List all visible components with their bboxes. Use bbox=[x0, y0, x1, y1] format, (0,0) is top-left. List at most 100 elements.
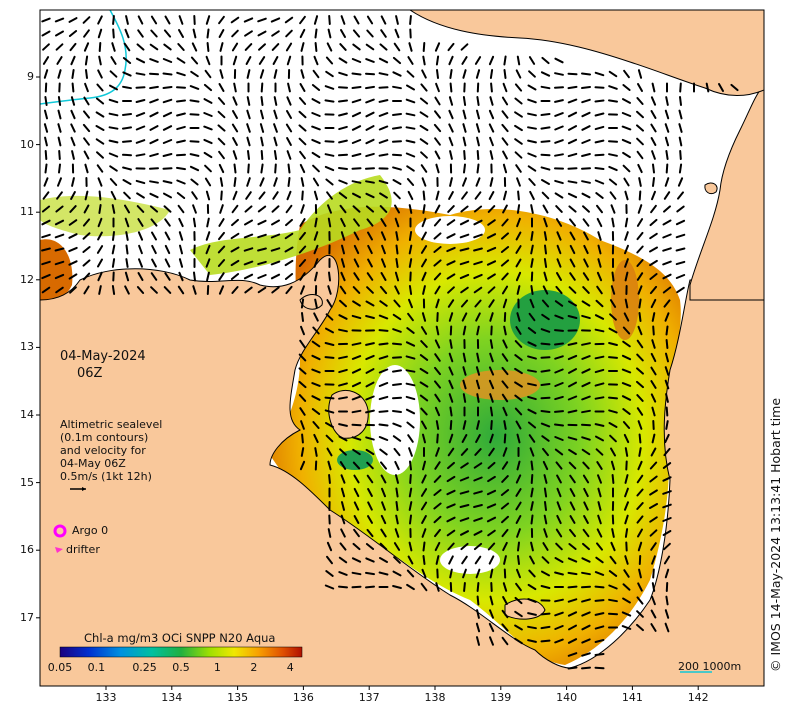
velocity-vector bbox=[554, 557, 564, 563]
velocity-vector bbox=[407, 190, 414, 201]
velocity-vector bbox=[489, 406, 494, 417]
velocity-vector bbox=[530, 541, 534, 552]
velocity-vector bbox=[70, 55, 76, 66]
velocity-vector bbox=[177, 204, 185, 214]
velocity-vector bbox=[649, 461, 658, 470]
velocity-vector bbox=[82, 259, 91, 267]
velocity-vector bbox=[459, 260, 470, 266]
velocity-vector bbox=[284, 16, 294, 24]
velocity-vector bbox=[462, 420, 467, 430]
velocity-vector bbox=[636, 110, 644, 119]
velocity-vector bbox=[637, 69, 643, 79]
velocity-vector bbox=[285, 123, 293, 133]
velocity-vector bbox=[486, 233, 497, 239]
velocity-vector bbox=[136, 286, 145, 294]
velocity-vector bbox=[338, 585, 348, 589]
velocity-vector bbox=[57, 109, 62, 120]
velocity-vector bbox=[287, 177, 291, 187]
velocity-vector bbox=[54, 17, 65, 23]
velocity-vector bbox=[527, 112, 537, 117]
velocity-vector bbox=[422, 42, 426, 52]
velocity-vector bbox=[230, 232, 240, 240]
velocity-vector bbox=[624, 447, 629, 457]
velocity-vector bbox=[378, 342, 389, 346]
velocity-vector bbox=[676, 205, 685, 213]
velocity-vector bbox=[502, 582, 508, 592]
velocity-vector bbox=[581, 300, 591, 307]
velocity-vector bbox=[41, 219, 51, 226]
velocity-vector bbox=[542, 542, 549, 551]
velocity-vector bbox=[122, 126, 132, 130]
velocity-vector bbox=[527, 327, 537, 334]
velocity-vector bbox=[420, 407, 428, 416]
velocity-vector bbox=[595, 448, 604, 456]
velocity-vector bbox=[138, 258, 143, 268]
velocity-vector bbox=[446, 489, 456, 496]
velocity-vector bbox=[514, 367, 523, 375]
velocity-vector bbox=[378, 329, 389, 332]
velocity-vector bbox=[327, 28, 332, 39]
velocity-vector bbox=[122, 85, 132, 90]
velocity-vector bbox=[338, 382, 348, 387]
velocity-vector bbox=[527, 355, 537, 360]
velocity-vector bbox=[528, 569, 536, 578]
velocity-vector bbox=[433, 259, 442, 267]
velocity-vector bbox=[135, 125, 146, 131]
velocity-vector bbox=[540, 71, 551, 77]
velocity-vector bbox=[338, 153, 348, 157]
velocity-vector bbox=[448, 123, 454, 133]
velocity-vector bbox=[378, 57, 389, 64]
velocity-vector bbox=[232, 150, 238, 160]
velocity-vector bbox=[460, 205, 469, 213]
velocity-vector bbox=[436, 69, 439, 79]
velocity-vector bbox=[503, 420, 507, 430]
velocity-vector bbox=[406, 327, 415, 334]
velocity-vector bbox=[340, 15, 346, 25]
velocity-vector bbox=[367, 488, 373, 497]
velocity-vector bbox=[300, 285, 305, 295]
velocity-vector bbox=[338, 435, 348, 442]
velocity-vector bbox=[638, 433, 642, 444]
velocity-vector bbox=[638, 447, 642, 457]
velocity-vector bbox=[218, 231, 225, 241]
velocity-vector bbox=[664, 366, 670, 376]
velocity-vector bbox=[284, 259, 294, 267]
velocity-vector bbox=[286, 190, 292, 201]
velocity-vector bbox=[463, 150, 466, 160]
velocity-vector bbox=[96, 245, 104, 254]
velocity-vector bbox=[515, 271, 522, 282]
velocity-vector bbox=[408, 298, 413, 309]
velocity-vector bbox=[637, 285, 643, 295]
velocity-vector bbox=[609, 434, 617, 443]
velocity-vector bbox=[594, 368, 605, 374]
velocity-vector bbox=[286, 150, 292, 160]
velocity-vector bbox=[338, 396, 348, 400]
velocity-vector bbox=[408, 447, 413, 457]
velocity-vector bbox=[298, 380, 307, 389]
velocity-vector bbox=[434, 285, 441, 295]
velocity-vector bbox=[476, 582, 480, 592]
velocity-vector bbox=[502, 339, 508, 349]
velocity-vector bbox=[298, 259, 307, 267]
latitude-tick-label: 13 bbox=[20, 340, 34, 354]
velocity-vector bbox=[543, 514, 548, 525]
velocity-vector bbox=[190, 178, 199, 186]
velocity-vector bbox=[419, 394, 429, 402]
latitude-tick-label: 15 bbox=[20, 475, 34, 489]
velocity-vector bbox=[677, 191, 684, 200]
velocity-vector bbox=[636, 218, 644, 227]
velocity-vector bbox=[68, 233, 78, 239]
velocity-vector bbox=[449, 568, 453, 579]
velocity-vector bbox=[405, 126, 416, 130]
velocity-vector bbox=[528, 178, 536, 186]
velocity-vector bbox=[300, 69, 305, 79]
velocity-vector bbox=[408, 42, 413, 52]
velocity-vector bbox=[594, 112, 605, 117]
velocity-vector bbox=[662, 476, 672, 482]
velocity-vector bbox=[365, 557, 375, 563]
velocity-vector bbox=[433, 123, 442, 133]
velocity-vector bbox=[379, 448, 388, 456]
velocity-vector bbox=[246, 109, 251, 120]
velocity-vector bbox=[486, 489, 497, 496]
